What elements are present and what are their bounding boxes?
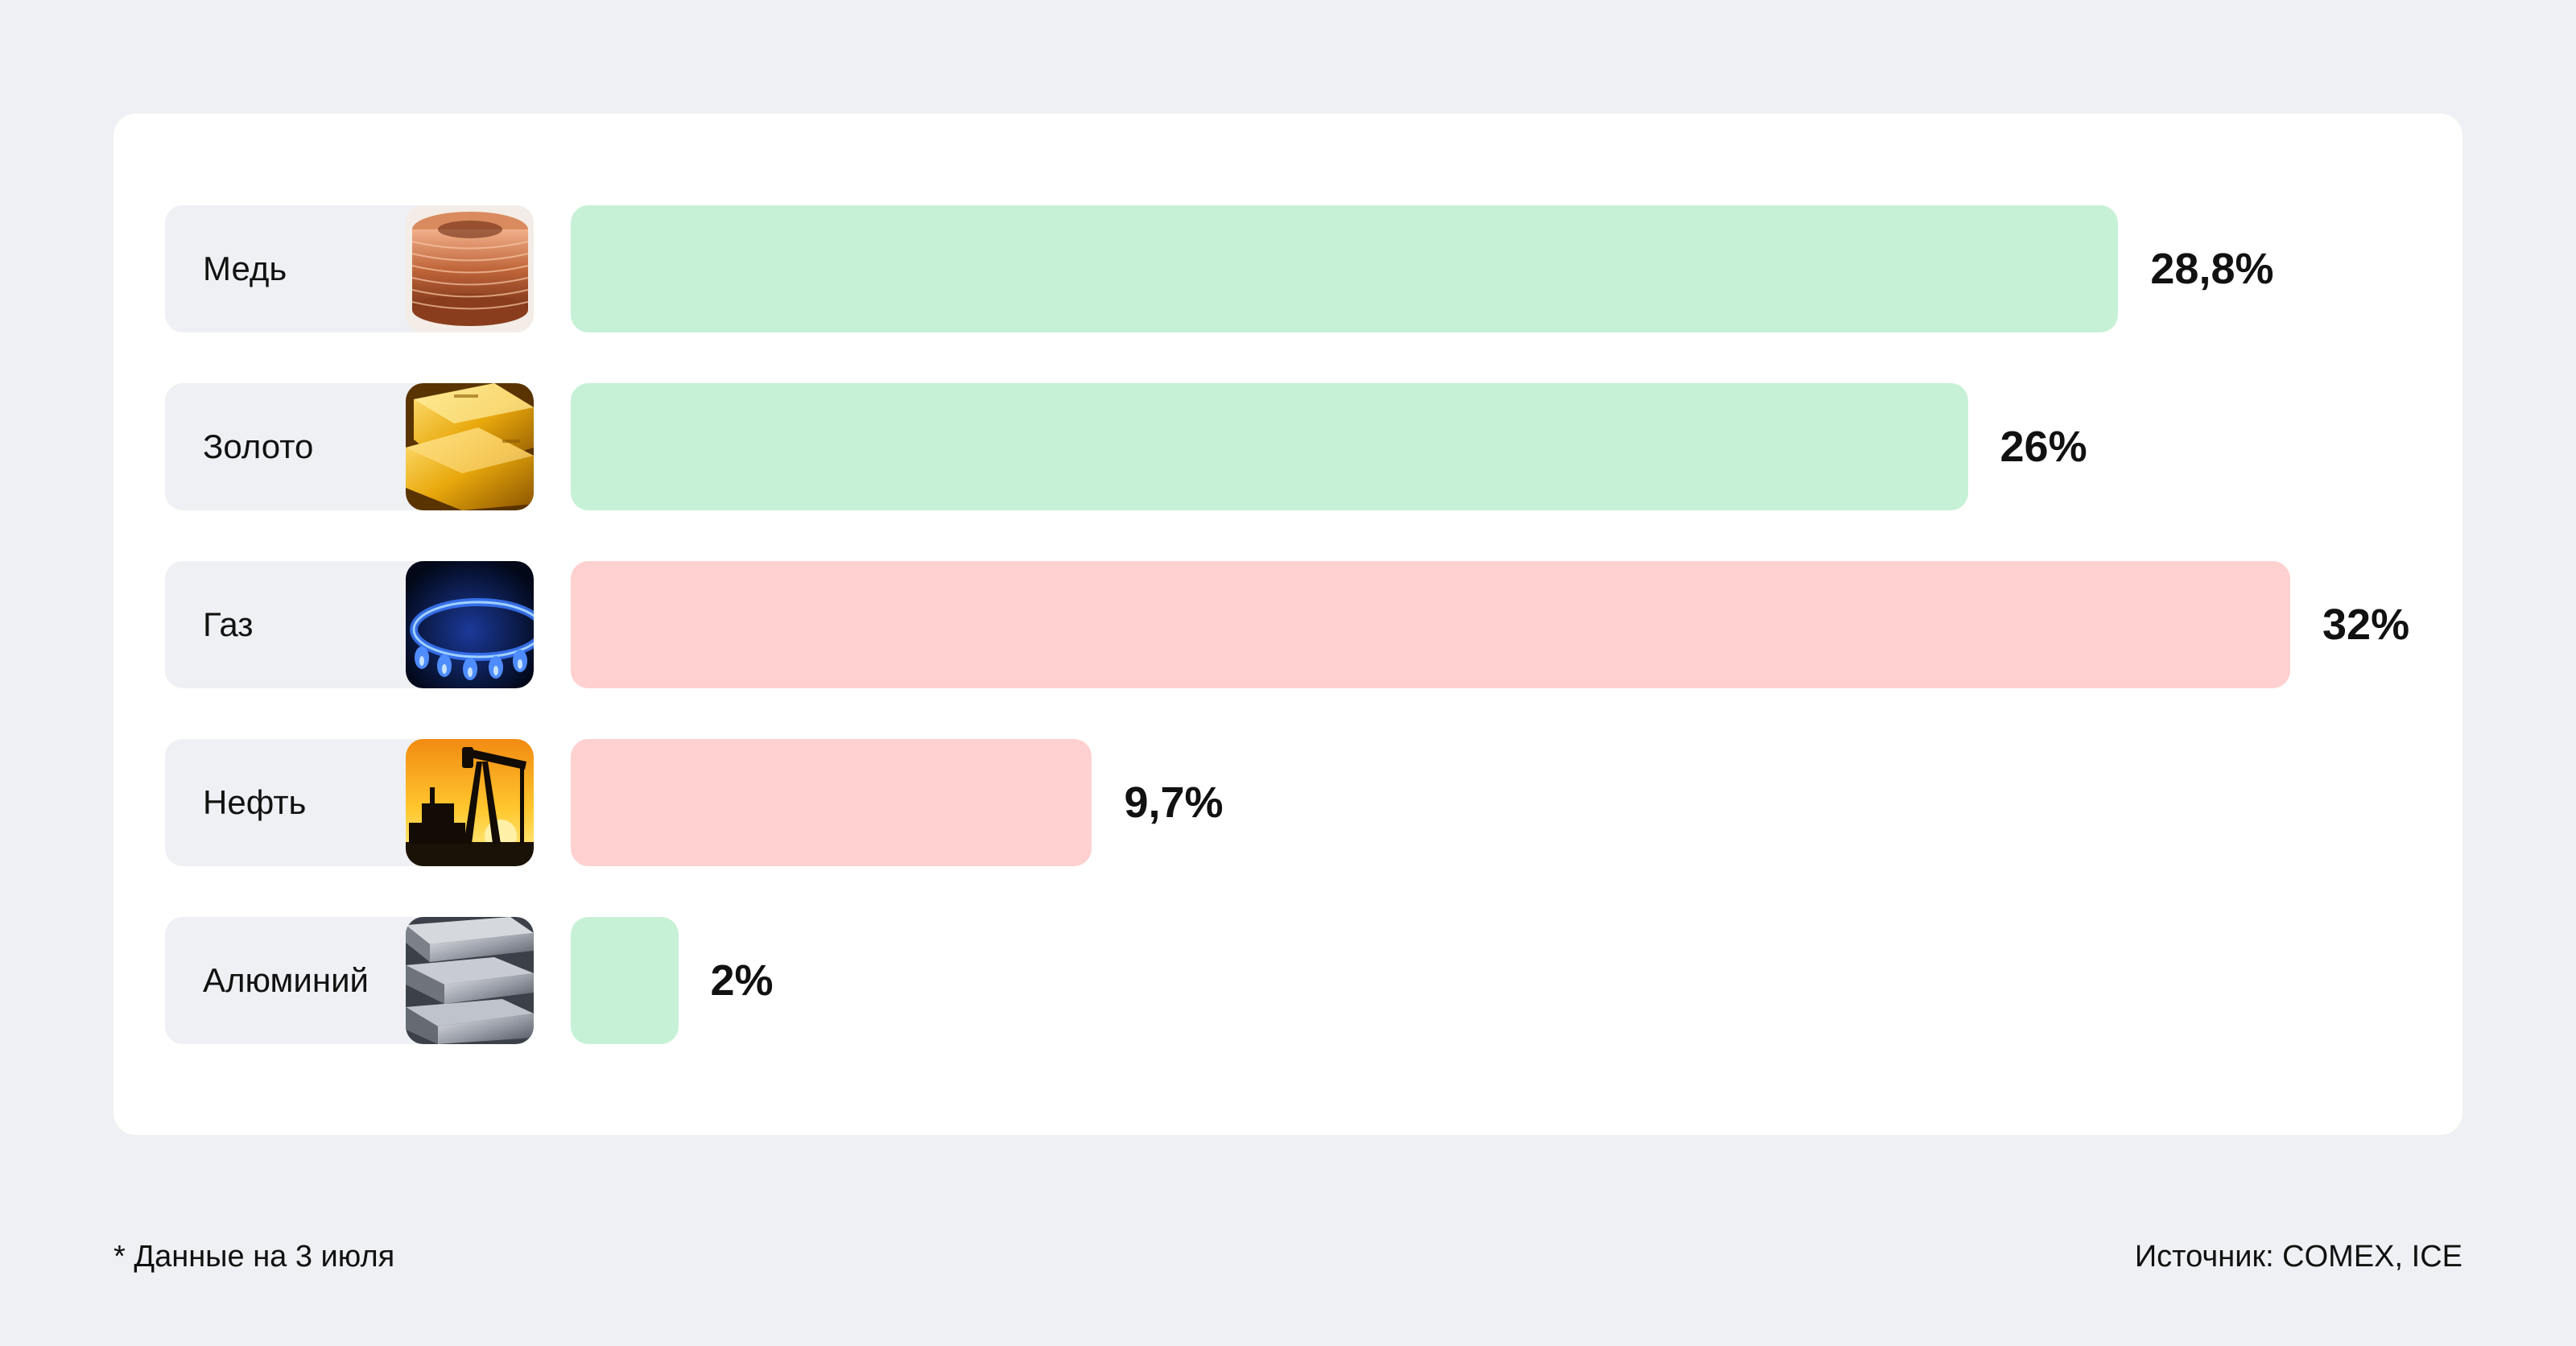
chart-bar: [571, 561, 2290, 688]
category-label-box: Медь: [165, 205, 534, 332]
category-label-box: Алюминий: [165, 917, 534, 1044]
copper-coil-icon: [406, 205, 534, 332]
gas-flame-icon: [406, 561, 534, 688]
value-label: 9,7%: [1124, 778, 1224, 827]
category-label-box: Золото: [165, 383, 534, 510]
value-label: 28,8%: [2150, 245, 2274, 293]
chart-card: Медь: [114, 114, 2462, 1135]
chart-row-aluminum: Алюминий: [114, 917, 2462, 1044]
category-label: Медь: [203, 250, 287, 287]
chart-bar: [571, 739, 1092, 866]
category-label-box: Нефть: [165, 739, 534, 866]
gold-bars-icon: [406, 383, 534, 510]
category-label: Нефть: [203, 783, 307, 821]
category-label: Газ: [203, 605, 254, 643]
chart-row-oil: Нефть: [114, 739, 2462, 866]
chart-row-copper: Медь: [114, 205, 2462, 332]
chart-bar: [571, 205, 2119, 332]
aluminum-bars-icon: [406, 917, 534, 1044]
category-label: Золото: [203, 427, 314, 465]
value-label: 26%: [2000, 423, 2087, 471]
category-label: Алюминий: [203, 961, 369, 999]
category-label-box: Газ: [165, 561, 534, 688]
chart-bar: [571, 383, 1968, 510]
chart-bar: [571, 917, 679, 1044]
value-label: 2%: [710, 956, 774, 1005]
value-label: 32%: [2322, 601, 2410, 649]
chart-row-gold: Золото: [114, 383, 2462, 510]
source-note: Источник: COMEX, ICE: [2134, 1240, 2462, 1274]
chart-row-gas: Газ: [114, 561, 2462, 688]
footnote: * Данные на 3 июля: [114, 1240, 395, 1274]
oil-pump-icon: [406, 739, 534, 866]
